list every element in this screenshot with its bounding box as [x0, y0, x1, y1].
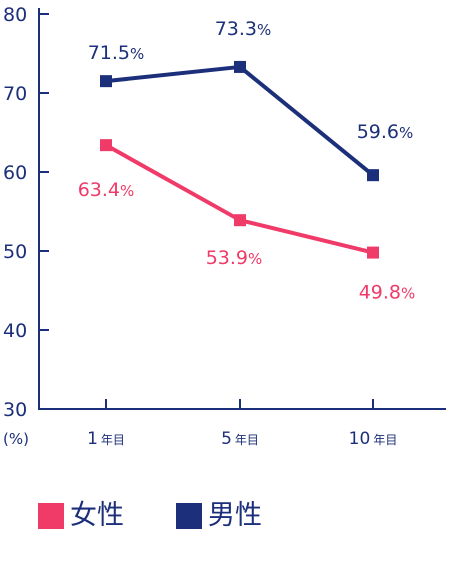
y-tick-label: 60: [3, 162, 27, 184]
data-label-value: 49.8: [359, 282, 401, 304]
legend-swatch-female: [38, 503, 64, 529]
data-labels: 63.4%53.9%49.8%71.5%73.3%59.6%: [78, 18, 416, 304]
legend-swatch-male: [176, 503, 202, 529]
data-label-percent: %: [248, 250, 262, 268]
x-tick-suffix: 年目: [373, 433, 397, 447]
data-label-percent: %: [257, 21, 271, 39]
x-tick-label: 1 年目: [87, 429, 125, 449]
y-tick-label: 30: [3, 399, 27, 421]
data-point-male: [234, 60, 246, 73]
data-label-value: 53.9: [206, 247, 248, 269]
x-tick-number: 1: [87, 429, 98, 449]
legend-label-female: 女性: [70, 500, 124, 531]
data-label-percent: %: [120, 182, 134, 200]
series-points: [100, 60, 379, 259]
data-label-percent: %: [399, 124, 413, 142]
data-point-female: [234, 214, 246, 227]
y-tick-label: 40: [3, 320, 27, 342]
x-tick-suffix: 年目: [101, 433, 125, 447]
x-tick-number: 5: [221, 429, 232, 449]
series-line-female: [105, 143, 374, 255]
legend-item-female: 女性: [38, 501, 124, 531]
data-label-male: 73.3%: [215, 18, 272, 40]
legend-label-male: 男性: [208, 500, 262, 531]
data-point-male: [100, 75, 112, 88]
data-label-percent: %: [401, 285, 415, 303]
data-label-male: 71.5%: [88, 42, 145, 64]
y-axis-unit: (%): [3, 430, 29, 448]
data-label-female: 63.4%: [78, 179, 135, 201]
data-label-value: 71.5: [88, 42, 130, 64]
legend-item-male: 男性: [176, 501, 262, 531]
data-label-female: 53.9%: [206, 247, 263, 269]
data-label-female: 49.8%: [359, 282, 416, 304]
x-axis-ticks: 1 年目 5 年目 10 年目: [87, 399, 397, 449]
data-point-female: [100, 139, 112, 152]
data-label-male: 59.6%: [357, 121, 414, 143]
x-tick-label: 10 年目: [349, 429, 398, 449]
x-tick-label: 5 年目: [221, 429, 259, 449]
x-tick-suffix: 年目: [235, 433, 259, 447]
x-tick-number: 10: [349, 429, 371, 449]
data-label-value: 59.6: [357, 121, 399, 143]
data-label-percent: %: [130, 45, 144, 63]
y-tick-label: 50: [3, 241, 27, 263]
series-line-male: [105, 64, 375, 177]
data-label-value: 63.4: [78, 179, 120, 201]
chart-legend: 女性 男性: [38, 501, 314, 531]
y-tick-label: 70: [3, 83, 27, 105]
y-axis-ticks: 80 70 60 50 40 30: [3, 4, 49, 421]
data-label-value: 73.3: [215, 18, 257, 40]
data-point-male: [367, 169, 379, 182]
y-tick-label: 80: [3, 4, 27, 26]
data-point-female: [367, 246, 379, 259]
